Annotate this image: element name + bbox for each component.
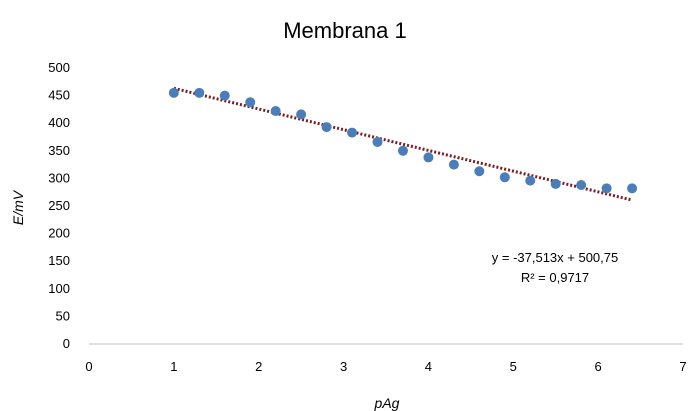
- data-point: [194, 87, 205, 98]
- chart-title: Membrana 1: [283, 18, 407, 43]
- data-point: [219, 90, 230, 101]
- y-tick-label: 100: [48, 281, 70, 296]
- x-tick-label: 1: [170, 359, 177, 374]
- y-tick-label: 350: [48, 143, 70, 158]
- x-tick-label: 4: [425, 359, 432, 374]
- data-point: [397, 145, 408, 156]
- y-tick-label: 450: [48, 88, 70, 103]
- data-point: [296, 109, 307, 120]
- data-point: [525, 175, 536, 186]
- data-point: [372, 136, 383, 147]
- data-point: [321, 122, 332, 133]
- x-tick-label: 3: [340, 359, 347, 374]
- data-point: [474, 166, 485, 177]
- y-axis-ticks: 0 50 100 150 200 250 300 350 400 450 500: [48, 60, 70, 351]
- data-point: [270, 106, 281, 117]
- x-tick-label: 2: [255, 359, 262, 374]
- trendline: [173, 86, 633, 202]
- x-tick-label: 7: [679, 359, 686, 374]
- data-point: [576, 180, 587, 191]
- y-tick-label: 300: [48, 170, 70, 185]
- data-point: [627, 183, 638, 194]
- y-tick-label: 200: [48, 226, 70, 241]
- data-point: [245, 97, 256, 108]
- data-point: [423, 152, 434, 163]
- x-tick-label: 6: [595, 359, 602, 374]
- r-squared-label: R² = 0,9717: [521, 270, 589, 285]
- data-point: [448, 159, 459, 170]
- y-tick-label: 150: [48, 253, 70, 268]
- y-tick-label: 0: [63, 336, 70, 351]
- regression-equation: y = -37,513x + 500,75: [492, 250, 618, 265]
- x-tick-label: 5: [510, 359, 517, 374]
- data-point: [168, 87, 179, 98]
- x-axis-ticks: 0 1 2 3 4 5 6 7: [85, 359, 686, 374]
- x-tick-label: 0: [85, 359, 92, 374]
- data-point: [347, 127, 358, 138]
- data-points: [168, 87, 638, 194]
- y-tick-label: 500: [48, 60, 70, 75]
- y-tick-label: 400: [48, 115, 70, 130]
- y-tick-label: 50: [56, 308, 70, 323]
- data-point: [499, 172, 510, 183]
- y-axis-label: E/mV: [10, 189, 26, 225]
- x-axis-label: pAg: [374, 395, 400, 411]
- data-point: [550, 178, 561, 189]
- y-tick-label: 250: [48, 198, 70, 213]
- data-point: [601, 183, 612, 194]
